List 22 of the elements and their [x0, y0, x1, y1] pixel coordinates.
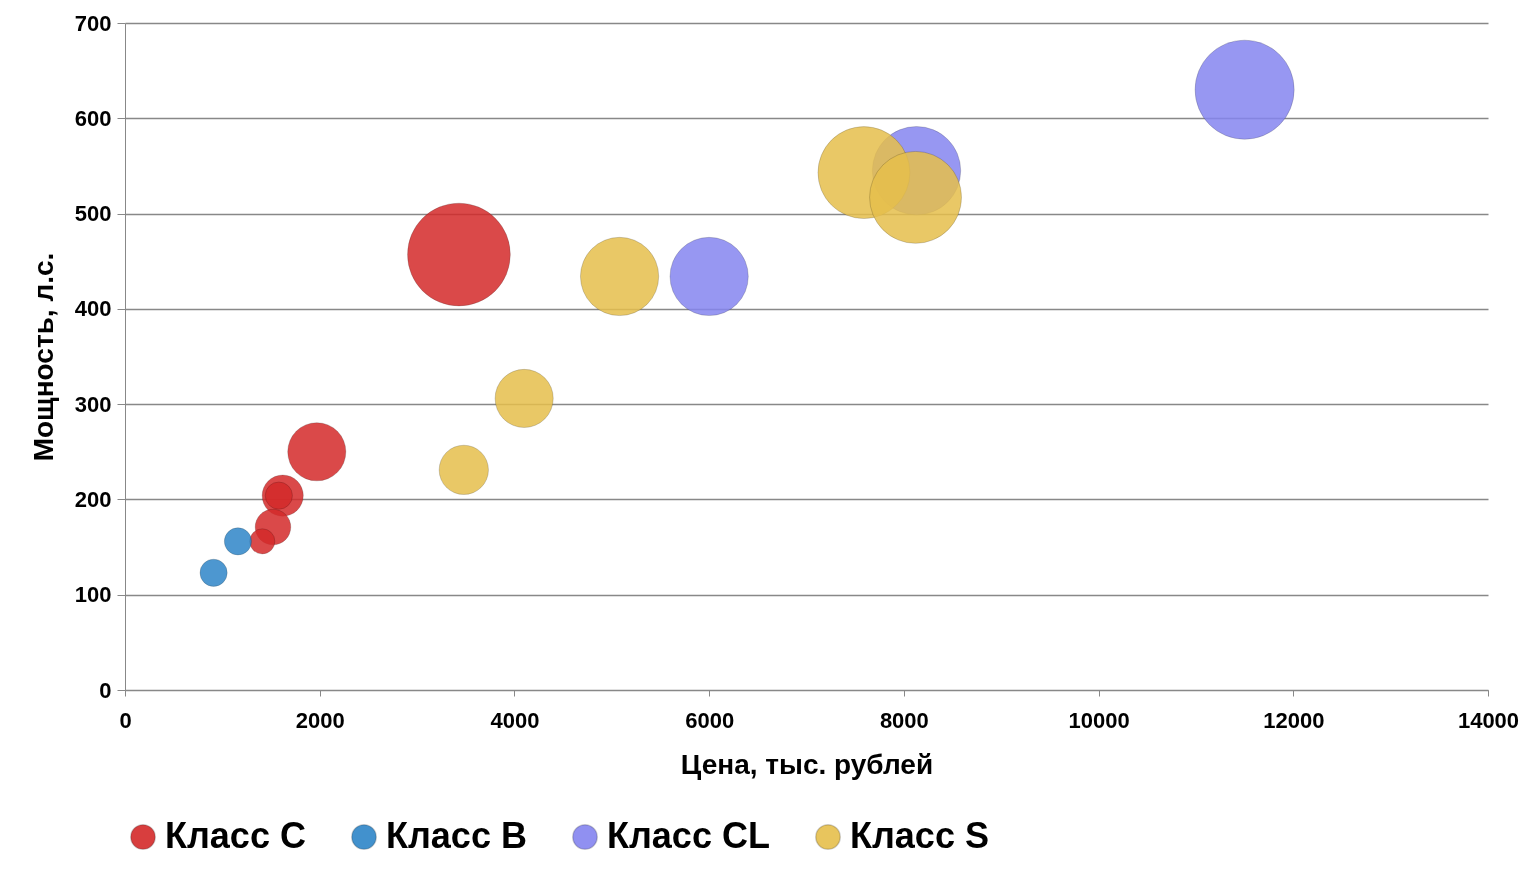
y-tick-label: 500	[74, 201, 112, 227]
x-axis-title: Цена, тыс. рублей	[680, 748, 934, 780]
legend-label: Класс B	[386, 815, 527, 856]
x-tick-label: 14000	[1457, 707, 1520, 733]
legend-label: Класс S	[850, 815, 989, 856]
x-tick-label: 2000	[295, 707, 345, 733]
x-tick-label: 10000	[1068, 707, 1130, 733]
x-tick-label: 4000	[490, 707, 540, 733]
x-tick-label: 0	[119, 707, 132, 733]
y-axis-title: Мощность, л.с.	[27, 252, 59, 462]
legend-label: Класс C	[165, 815, 306, 856]
y-tick-label: 700	[74, 10, 112, 36]
legend-label: Класс CL	[607, 815, 770, 856]
y-tick-label: 600	[74, 105, 112, 131]
y-tick-label: 200	[74, 486, 112, 512]
x-tick-label: 8000	[879, 707, 929, 733]
y-tick-label: 400	[74, 296, 112, 322]
y-tick-label: 0	[99, 677, 112, 703]
x-tick-label: 6000	[685, 707, 735, 733]
x-tick-label: 12000	[1263, 707, 1325, 733]
y-tick-label: 300	[74, 391, 112, 417]
y-tick-label: 100	[74, 582, 112, 608]
